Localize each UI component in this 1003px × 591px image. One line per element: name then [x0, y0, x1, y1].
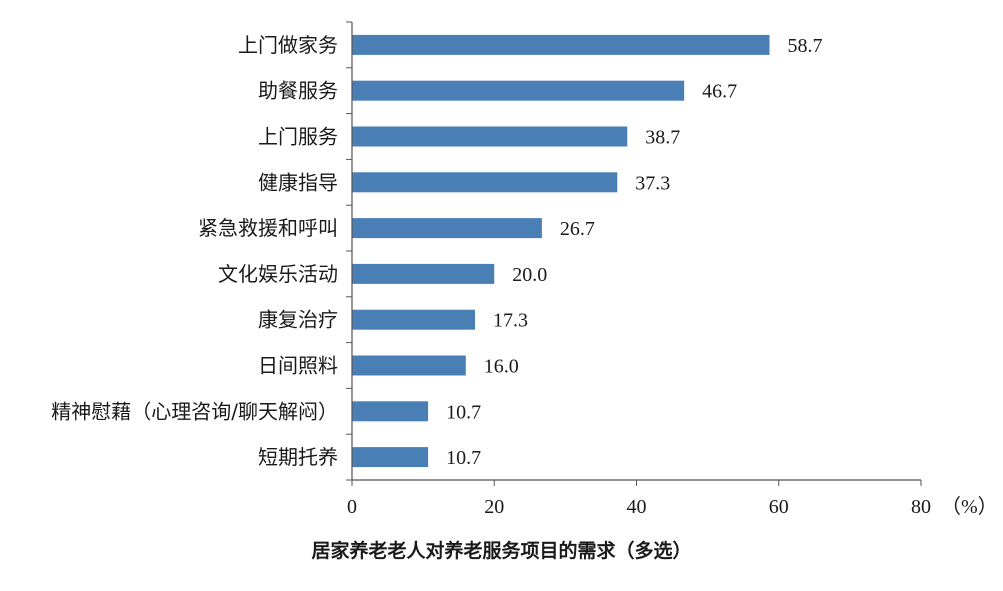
bar — [352, 263, 495, 284]
value-label: 10.7 — [446, 447, 481, 469]
value-label: 17.3 — [493, 310, 528, 332]
value-label: 16.0 — [484, 356, 519, 378]
chart-title: 居家养老老人对养老服务项目的需求（多选） — [311, 540, 692, 562]
x-tick-label: 60 — [769, 496, 789, 518]
value-label: 10.7 — [446, 401, 481, 423]
x-tick-label: 0 — [347, 496, 357, 518]
bar — [352, 355, 466, 376]
value-label: 37.3 — [635, 172, 670, 194]
bar — [352, 34, 770, 55]
axes-layer: 0 20 40 60 80 （%） — [346, 21, 998, 518]
x-tick-label: 40 — [627, 496, 647, 518]
x-tick-label: 80 — [911, 496, 931, 518]
x-unit-label: （%） — [941, 495, 998, 518]
bar — [352, 309, 476, 330]
value-label: 20.0 — [512, 264, 547, 286]
value-label: 38.7 — [645, 127, 680, 149]
bar — [352, 401, 429, 422]
category-label: 精神慰藉（心理咨询/聊天解闷） — [51, 399, 338, 423]
category-label: 上门服务 — [258, 125, 338, 149]
bars-layer — [352, 34, 770, 468]
value-label: 26.7 — [560, 218, 595, 240]
bar — [352, 126, 628, 147]
category-label: 健康指导 — [258, 170, 338, 194]
category-label: 短期托养 — [258, 445, 338, 469]
category-label: 助餐服务 — [258, 79, 338, 103]
category-label: 日间照料 — [258, 354, 338, 378]
category-label: 文化娱乐活动 — [218, 262, 338, 286]
category-label: 上门做家务 — [238, 33, 338, 57]
value-label: 46.7 — [702, 81, 737, 103]
bar — [352, 172, 618, 193]
bar — [352, 218, 542, 239]
bar — [352, 80, 685, 101]
category-label: 康复治疗 — [258, 308, 338, 332]
category-label: 紧急救援和呼叫 — [198, 216, 338, 240]
labels-layer: 上门做家务 58.7 助餐服务 46.7 上门服务 38.7 健康指导 37.3 紧急救援和呼叫… — [51, 33, 822, 469]
value-label: 58.7 — [788, 35, 823, 57]
bar — [352, 447, 429, 468]
x-tick-label: 20 — [484, 496, 504, 518]
